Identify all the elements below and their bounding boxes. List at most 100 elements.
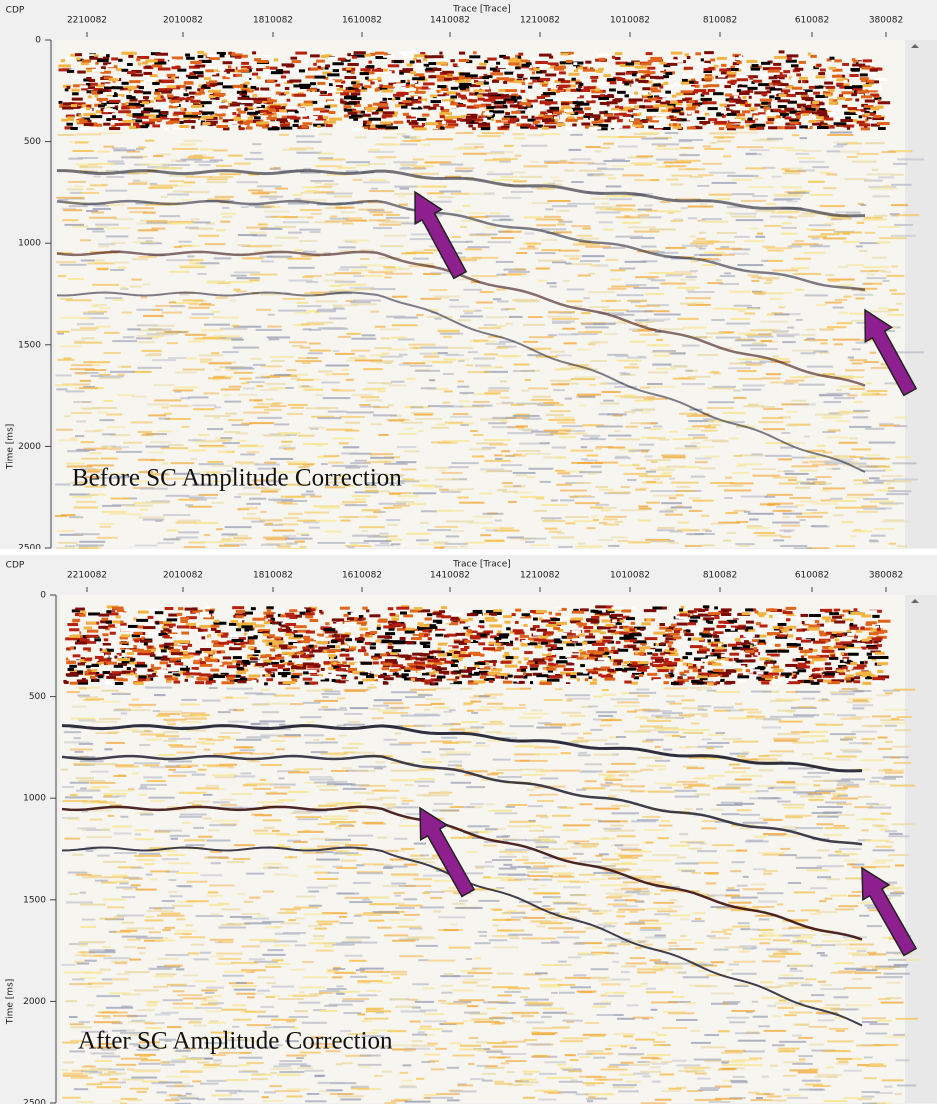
seismic-event [56, 196, 85, 199]
seismic-first-break [582, 64, 592, 68]
seismic-event [670, 219, 684, 222]
seismic-first-break [483, 112, 493, 116]
seismic-event [302, 276, 314, 279]
seismic-first-break [98, 99, 103, 103]
seismic-event [454, 209, 462, 212]
seismic-first-break [232, 84, 244, 88]
seismic-first-break [311, 90, 316, 94]
seismic-event [688, 420, 715, 423]
seismic-event [288, 231, 302, 234]
seismic-event [141, 349, 162, 352]
seismic-event [756, 328, 781, 331]
seismic-event [799, 512, 812, 515]
seismic-event [79, 166, 103, 169]
seismic-event [563, 470, 586, 473]
seismic-first-break [554, 97, 567, 101]
seismic-first-break [778, 110, 787, 114]
seismic-first-break [385, 126, 399, 130]
seismic-first-break [626, 70, 638, 74]
seismic-event [879, 422, 894, 425]
seismic-event [606, 195, 633, 198]
seismic-event [228, 154, 243, 157]
seismic-event [575, 482, 592, 485]
seismic-first-break [344, 96, 357, 100]
seismic-event [597, 312, 625, 315]
seismic-event [761, 405, 776, 408]
seismic-event [494, 454, 502, 457]
seismic-event [241, 507, 252, 510]
seismic-event [110, 162, 125, 165]
seismic-event [536, 187, 555, 190]
seismic-event [206, 181, 228, 184]
seismic-event [399, 363, 411, 366]
seismic-event [524, 216, 542, 219]
seismic-first-break [640, 62, 652, 66]
seismic-first-break [544, 99, 553, 103]
seismic-event [751, 279, 760, 282]
seismic-first-break [638, 70, 650, 74]
seismic-event [152, 359, 177, 362]
seismic-event [657, 526, 675, 529]
seismic-event [117, 394, 134, 397]
seismic-first-break [748, 76, 754, 80]
seismic-event [502, 490, 518, 493]
seismic-event [429, 308, 438, 311]
seismic-first-break [282, 105, 292, 109]
seismic-event [811, 511, 829, 514]
seismic-event [873, 214, 888, 217]
seismic-first-break [515, 54, 519, 58]
seismic-event [224, 543, 247, 546]
seismic-first-break [798, 60, 806, 64]
seismic-event [166, 342, 178, 345]
seismic-first-break [647, 97, 658, 101]
seismic-first-break [287, 111, 295, 115]
seismic-event [615, 216, 640, 219]
seismic-event [641, 450, 649, 453]
seismic-first-break [367, 104, 373, 108]
seismic-first-break [60, 59, 66, 63]
seismic-first-break [395, 104, 407, 108]
seismic-first-break [778, 76, 785, 80]
seismic-first-break [522, 72, 526, 76]
seismic-first-break [662, 81, 669, 85]
seismic-event [519, 175, 543, 178]
seismic-event [378, 223, 402, 226]
seismic-first-break [569, 99, 578, 103]
seismic-event [644, 455, 653, 458]
seismic-event [691, 920, 705, 923]
seismic-first-break [833, 122, 847, 126]
seismic-event [593, 322, 616, 325]
seismic-event [694, 461, 708, 464]
seismic-first-break [703, 101, 717, 105]
seismic-event [299, 199, 327, 202]
seismic-event [246, 226, 268, 229]
seismic-event [723, 155, 732, 158]
seismic-event [143, 314, 164, 317]
seismic-event [351, 393, 373, 396]
seismic-event [676, 494, 684, 497]
seismic-event [641, 411, 652, 414]
seismic-event [746, 363, 763, 366]
seismic-first-break [75, 53, 82, 57]
seismic-event [490, 151, 505, 154]
seismic-event [249, 279, 260, 282]
seismic-event [830, 458, 854, 461]
seismic-event [121, 311, 132, 314]
seismic-event [641, 245, 657, 248]
seismic-event [804, 375, 816, 378]
seismic-event [443, 240, 469, 243]
seismic-event [701, 528, 710, 531]
seismic-event [585, 146, 601, 149]
seismic-event [680, 278, 696, 281]
seismic-event [55, 374, 72, 377]
seismic-event [690, 260, 700, 263]
seismic-event [805, 547, 830, 550]
seismic-event [619, 464, 641, 467]
seismic-event [479, 492, 493, 495]
seismic-event [856, 510, 878, 513]
seismic-first-break [771, 80, 781, 84]
seismic-first-break [816, 63, 822, 67]
seismic-event [471, 455, 485, 458]
seismic-event [752, 291, 767, 294]
annotation-arrow [864, 308, 918, 397]
